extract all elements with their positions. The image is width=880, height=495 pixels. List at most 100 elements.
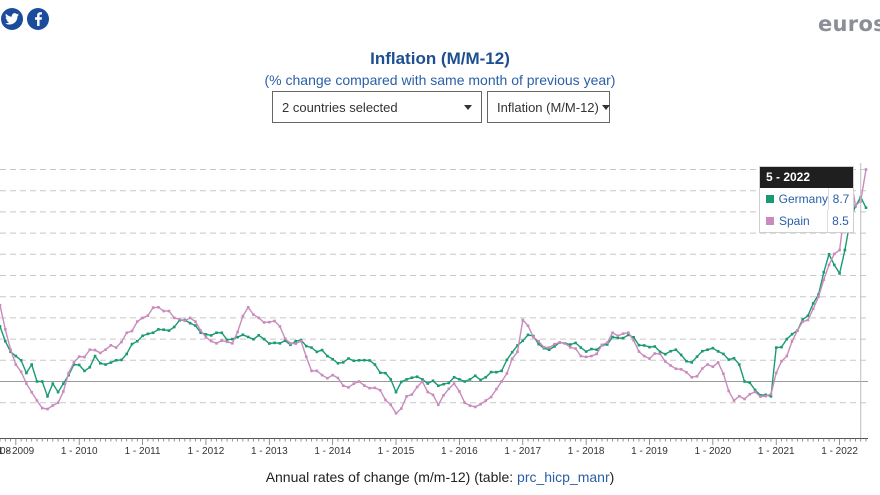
data-point[interactable] (77, 363, 81, 367)
data-point[interactable] (616, 336, 620, 340)
data-point[interactable] (790, 332, 794, 336)
data-point[interactable] (611, 335, 614, 339)
data-point[interactable] (653, 345, 657, 348)
data-point[interactable] (9, 350, 12, 354)
data-point[interactable] (194, 324, 197, 327)
data-point[interactable] (25, 371, 28, 375)
data-point[interactable] (806, 318, 810, 322)
data-point[interactable] (568, 343, 572, 346)
data-point[interactable] (77, 355, 81, 358)
data-point[interactable] (473, 405, 477, 409)
data-point[interactable] (674, 367, 678, 371)
data-point[interactable] (410, 376, 414, 380)
data-point[interactable] (51, 382, 55, 385)
data-point[interactable] (178, 317, 181, 321)
data-point[interactable] (843, 248, 847, 252)
data-point[interactable] (759, 393, 762, 397)
data-point[interactable] (505, 358, 509, 362)
data-point[interactable] (56, 390, 60, 394)
data-point[interactable] (706, 348, 709, 351)
data-point[interactable] (817, 295, 820, 298)
data-point[interactable] (590, 347, 593, 351)
data-point[interactable] (737, 363, 741, 366)
data-point[interactable] (135, 320, 139, 323)
data-point[interactable] (627, 333, 630, 337)
data-point[interactable] (595, 348, 598, 351)
data-point[interactable] (35, 380, 39, 383)
data-point[interactable] (611, 331, 614, 335)
data-point[interactable] (679, 353, 683, 357)
data-point[interactable] (674, 348, 678, 351)
data-point[interactable] (72, 363, 76, 366)
data-point[interactable] (67, 371, 70, 375)
data-point[interactable] (225, 340, 229, 344)
data-point[interactable] (690, 361, 694, 364)
data-point[interactable] (125, 331, 129, 335)
data-point[interactable] (368, 359, 371, 362)
data-point[interactable] (336, 376, 340, 380)
data-point[interactable] (220, 339, 224, 342)
data-point[interactable] (400, 380, 403, 384)
data-point[interactable] (104, 363, 107, 366)
data-point[interactable] (378, 388, 382, 392)
data-point[interactable] (605, 341, 609, 344)
data-point[interactable] (172, 325, 176, 329)
data-point[interactable] (685, 359, 688, 363)
data-point[interactable] (14, 363, 18, 366)
data-point[interactable] (669, 349, 672, 353)
data-point[interactable] (458, 377, 461, 381)
data-point[interactable] (231, 337, 234, 341)
data-point[interactable] (690, 375, 694, 379)
data-point[interactable] (510, 350, 514, 354)
data-point[interactable] (62, 390, 65, 393)
data-point[interactable] (833, 252, 836, 256)
data-point[interactable] (648, 357, 651, 360)
data-point[interactable] (463, 401, 466, 404)
data-point[interactable] (114, 346, 118, 349)
data-point[interactable] (373, 386, 377, 390)
data-point[interactable] (273, 319, 276, 323)
data-point[interactable] (194, 320, 197, 323)
data-point[interactable] (479, 378, 482, 382)
data-point[interactable] (46, 395, 49, 398)
data-point[interactable] (310, 346, 313, 349)
data-point[interactable] (595, 352, 598, 356)
data-point[interactable] (833, 263, 836, 267)
data-point[interactable] (864, 168, 868, 171)
data-point[interactable] (236, 335, 239, 339)
data-point[interactable] (315, 369, 319, 373)
data-point[interactable] (410, 393, 414, 396)
data-point[interactable] (3, 327, 7, 331)
data-point[interactable] (537, 339, 540, 343)
data-point[interactable] (563, 342, 567, 345)
data-point[interactable] (162, 309, 165, 313)
data-point[interactable] (811, 302, 815, 305)
data-point[interactable] (748, 381, 752, 384)
data-point[interactable] (774, 346, 778, 349)
data-point[interactable] (347, 386, 350, 389)
data-point[interactable] (436, 384, 440, 388)
data-point[interactable] (188, 316, 192, 320)
data-point[interactable] (605, 343, 609, 346)
data-point[interactable] (753, 390, 757, 394)
data-point[interactable] (289, 342, 292, 345)
data-point[interactable] (357, 380, 361, 383)
data-point[interactable] (542, 345, 546, 349)
data-point[interactable] (579, 346, 583, 349)
data-point[interactable] (88, 348, 92, 351)
data-point[interactable] (658, 352, 662, 356)
data-point[interactable] (421, 380, 424, 383)
data-point[interactable] (30, 390, 33, 394)
data-point[interactable] (473, 374, 477, 378)
data-point[interactable] (711, 346, 715, 350)
data-point[interactable] (553, 342, 556, 346)
data-point[interactable] (246, 306, 250, 309)
data-point[interactable] (616, 334, 620, 338)
data-point[interactable] (363, 384, 366, 387)
data-point[interactable] (204, 335, 208, 339)
data-point[interactable] (246, 335, 250, 339)
data-point[interactable] (495, 370, 498, 374)
data-point[interactable] (632, 339, 635, 342)
data-point[interactable] (146, 314, 150, 317)
data-point[interactable] (104, 348, 107, 351)
